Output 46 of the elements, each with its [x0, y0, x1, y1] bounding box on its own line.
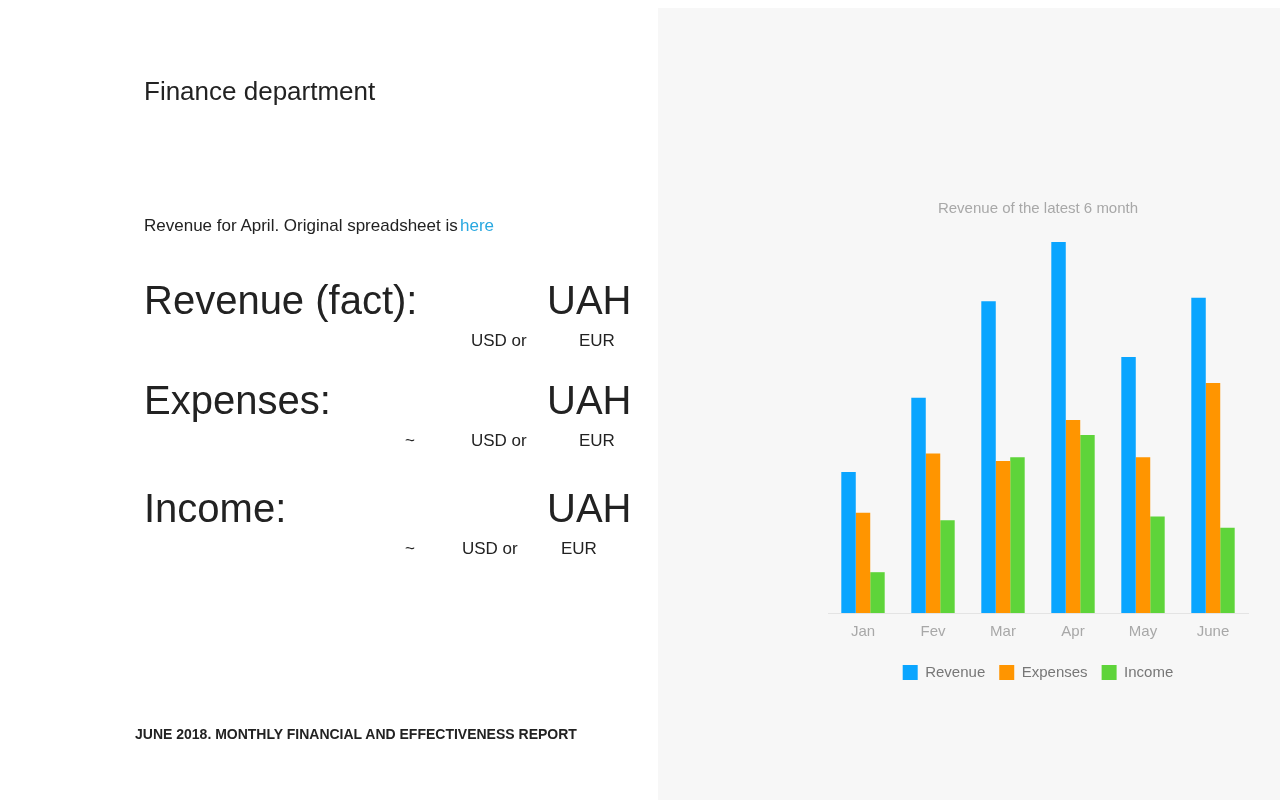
text: Finance department	[144, 76, 376, 108]
x-tick-label: May	[1128, 622, 1158, 640]
x-tick-label: Apr	[1061, 622, 1085, 640]
legend-label: Expenses	[1021, 662, 1088, 680]
bar	[1051, 242, 1066, 613]
text: Income:	[144, 485, 287, 532]
text: UAH	[547, 485, 632, 532]
chart-title: Revenue of the latest 6 month	[937, 199, 1139, 217]
text: EUR	[579, 331, 615, 352]
bar	[981, 301, 996, 613]
bar	[1121, 357, 1136, 613]
bar	[995, 460, 1011, 613]
text: ~	[405, 431, 415, 452]
bar	[925, 453, 941, 613]
bar	[1065, 420, 1081, 613]
bar	[911, 397, 926, 613]
bar	[1220, 527, 1235, 613]
bar	[1150, 516, 1165, 613]
legend-label: Income	[1124, 662, 1174, 680]
text: EUR	[579, 431, 615, 452]
text: here	[460, 216, 495, 237]
bar	[841, 472, 856, 613]
legend-label: Revenue	[925, 662, 986, 680]
x-tick-label: Fev	[920, 622, 946, 640]
text: Revenue (fact):	[144, 277, 418, 324]
bar	[1135, 457, 1151, 613]
text: EUR	[561, 539, 597, 560]
x-tick-label: Jan	[850, 622, 876, 640]
text: USD or	[471, 331, 527, 352]
text: UAH	[547, 377, 632, 424]
text: Expenses:	[144, 377, 331, 424]
bar	[1205, 382, 1221, 613]
text: JUNE 2018. MONTHLY FINANCIAL AND EFFECTIVENESS REPORT	[135, 726, 577, 743]
bar	[940, 520, 955, 613]
text: ~	[405, 539, 415, 560]
bar	[1080, 434, 1095, 613]
bar	[1010, 457, 1025, 613]
x-tick-label: June	[1196, 622, 1230, 640]
x-tick-label: Mar	[990, 622, 1016, 640]
bar	[855, 512, 871, 613]
bar	[1191, 297, 1206, 613]
text: USD or	[462, 539, 518, 560]
text: Revenue for April. Original spreadsheet is	[144, 216, 458, 237]
bar	[870, 572, 885, 613]
text: USD or	[471, 431, 527, 452]
text: UAH	[547, 277, 632, 324]
